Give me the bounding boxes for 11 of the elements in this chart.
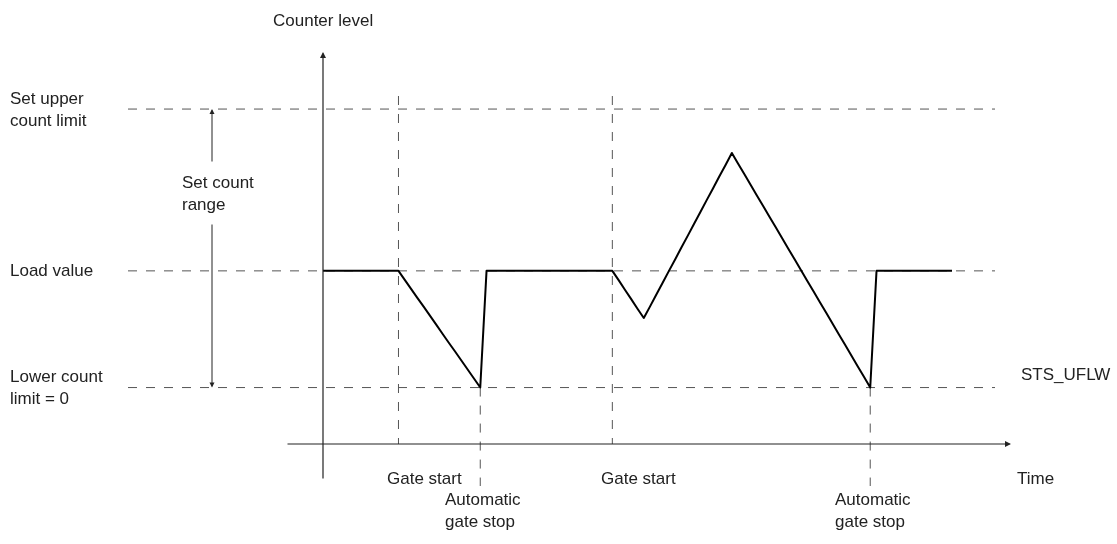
text: Gate start [601,469,676,488]
ref-line-label: Set upper count limit [10,89,87,131]
ref-line-label: Lower count limit = 0 [10,367,103,409]
ref-line-label: Load value [10,261,94,280]
text: Automatic gate stop [835,490,912,532]
text: Gate start [387,469,462,488]
x-axis-title: Time [1017,469,1055,488]
text: Automatic gate stop [445,490,522,532]
text: Counter level [273,11,374,30]
text: STS_UFLW [1021,365,1111,384]
text: Set count range [182,173,255,215]
